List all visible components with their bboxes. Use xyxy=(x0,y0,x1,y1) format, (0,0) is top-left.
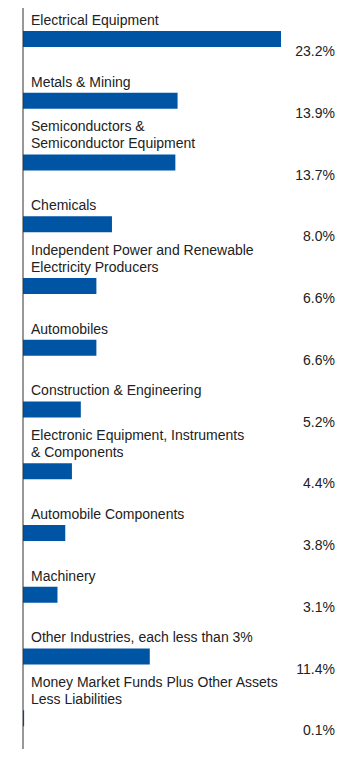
svg-text:3.1%: 3.1% xyxy=(303,599,335,615)
svg-text:Semiconductor Equipment: Semiconductor Equipment xyxy=(31,135,195,151)
svg-text:Electronic Equipment, Instrume: Electronic Equipment, Instruments xyxy=(31,427,244,443)
svg-text:Construction & Engineering: Construction & Engineering xyxy=(31,382,201,398)
svg-text:Electricity Producers: Electricity Producers xyxy=(31,259,159,275)
svg-text:Metals & Mining: Metals & Mining xyxy=(31,74,131,90)
svg-text:Electrical Equipment: Electrical Equipment xyxy=(31,12,159,28)
svg-text:6.6%: 6.6% xyxy=(303,352,335,368)
svg-text:13.9%: 13.9% xyxy=(295,105,335,121)
svg-text:Semiconductors &: Semiconductors & xyxy=(31,118,145,134)
svg-text:Other Industries, each less th: Other Industries, each less than 3% xyxy=(31,629,253,645)
svg-text:Automobiles: Automobiles xyxy=(31,321,108,337)
svg-text:13.7%: 13.7% xyxy=(295,167,335,183)
svg-text:Machinery: Machinery xyxy=(31,568,96,584)
svg-text:Automobile Components: Automobile Components xyxy=(31,506,184,522)
svg-text:Money Market Funds Plus Other: Money Market Funds Plus Other Assets xyxy=(31,674,278,690)
svg-text:23.2%: 23.2% xyxy=(295,43,335,59)
svg-text:3.8%: 3.8% xyxy=(303,537,335,553)
svg-text:11.4%: 11.4% xyxy=(296,661,335,677)
svg-text:Chemicals: Chemicals xyxy=(31,197,96,213)
svg-text:0.1%: 0.1% xyxy=(303,722,335,738)
svg-text:6.6%: 6.6% xyxy=(303,290,335,306)
svg-text:8.0%: 8.0% xyxy=(303,228,335,244)
svg-text:4.4%: 4.4% xyxy=(303,475,335,491)
svg-text:Less Liabilities: Less Liabilities xyxy=(31,691,122,707)
svg-text:Independent Power and Renewabl: Independent Power and Renewable xyxy=(31,242,254,258)
svg-text:5.2%: 5.2% xyxy=(303,414,335,430)
svg-text:& Components: & Components xyxy=(31,444,124,460)
